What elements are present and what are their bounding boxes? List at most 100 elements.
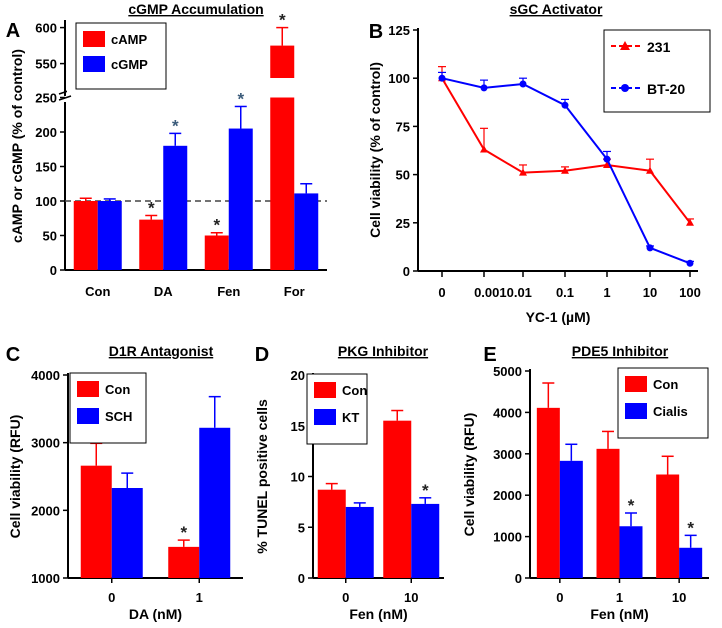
panel-e-y-tick-label: 2000 [493, 488, 522, 503]
panel-b-y-tick-label: 0 [403, 264, 410, 279]
panel-d-x-tick-label: 0 [342, 590, 349, 605]
panel-b-series-231-point [480, 145, 488, 153]
panel-d-y-tick-label: 0 [298, 571, 305, 586]
panel-d-y-tick-label: 20 [291, 368, 305, 383]
panel-b-y-tick-label: 75 [396, 119, 410, 134]
panel-a-bar-camp-da-significance: * [148, 198, 155, 217]
panel-b-x-tick-label: 0.0010.01 [474, 285, 532, 300]
panel-b-series-bt-20-point [519, 80, 527, 88]
panel-d-title: PKG Inhibitor [338, 343, 429, 359]
panel-a-y-tick-label: 50 [43, 229, 57, 244]
panel-a-bar-cgmp-fen-significance: * [237, 89, 244, 108]
panel-a-bar-camp-for-lower [270, 97, 295, 270]
panel-c-label: C [6, 344, 20, 366]
panel-e-x-label: Fen (nM) [590, 606, 648, 622]
panel-e-bar-con-0 [536, 407, 560, 578]
panel-b-y-tick-label: 125 [388, 23, 410, 38]
panel-b-legend-bt-20-label: BT-20 [647, 81, 685, 97]
panel-a-bar-cgmp-fen [228, 128, 253, 270]
panel-e-x-tick-label: 10 [672, 590, 686, 605]
panel-b-series-231-point [603, 160, 611, 168]
panel-a-bar-cgmp-da-significance: * [172, 116, 179, 135]
panel-b-y-tick-label: 100 [388, 71, 410, 86]
panel-b-series-231-point [646, 166, 654, 174]
panel-d-bar-kt-10 [411, 503, 440, 578]
panel-a-legend-label-0: cAMP [111, 32, 147, 47]
panel-d-bar-con-10 [383, 420, 412, 578]
panel-d-legend-label-0: Con [342, 383, 367, 398]
panel-d-legend-label-1: KT [342, 410, 359, 425]
panel-b-series-bt-20-point [438, 74, 446, 82]
panel-d-y-tick-label: 15 [291, 419, 305, 434]
panel-c-x-tick-label: 1 [196, 590, 203, 605]
panel-b-x-tick-label: 0.1 [556, 285, 574, 300]
panel-d-y-tick-label: 10 [291, 470, 305, 485]
panel-a-bar-camp-con [73, 201, 98, 270]
panel-c-y-tick-label: 2000 [31, 503, 60, 518]
panel-a-x-tick-label: DA [154, 284, 173, 299]
panel-a-bar-camp-for-upper [270, 45, 295, 78]
panel-a-bar-cgmp-con [97, 201, 122, 270]
panel-a-title: cGMP Accumulation [128, 1, 263, 17]
panel-e-bar-cialis-10 [679, 547, 703, 578]
panel-a-bar-camp-da [139, 219, 164, 270]
panel-b-title: sGC Activator [510, 1, 603, 17]
panel-c-bar-con-1 [168, 546, 200, 578]
panel-b-legend-231-marker [620, 41, 630, 50]
panel-a-y-tick-label: 0 [50, 263, 57, 278]
panel-c-legend-swatch-1 [77, 408, 99, 424]
panel-d-legend-swatch-1 [314, 409, 336, 425]
panel-b-x-tick-label: 1 [603, 285, 610, 300]
panel-a-bar-cgmp-da [163, 145, 188, 270]
panel-a-bar-camp-fen-significance: * [213, 216, 220, 235]
panel-b-y-tick-label: 25 [396, 216, 410, 231]
panel-d-label: D [255, 344, 269, 366]
panel-c-bar-con-0 [80, 465, 112, 578]
panel-a-bar-cgmp-for [294, 193, 319, 270]
panel-e-legend-swatch-0 [625, 376, 647, 392]
panel-a-bar-camp-for-significance: * [279, 11, 286, 30]
panel-e-y-tick-label: 4000 [493, 405, 522, 420]
panel-a-y-label: cAMP or cGMP (% of control) [9, 49, 25, 243]
panel-a-y-tick-label: 200 [35, 125, 57, 140]
panel-a-y-tick-label: 550 [35, 57, 57, 72]
panel-e-label: E [483, 344, 496, 366]
panel-c-title: D1R Antagonist [109, 343, 214, 359]
panel-e-bar-cialis-10-significance: * [687, 518, 694, 537]
panel-d-legend-swatch-0 [314, 382, 336, 398]
panel-b-series-231-point [561, 166, 569, 174]
panel-b-legend [603, 29, 711, 113]
panel-a-x-tick-label: Fen [217, 284, 240, 299]
panel-a-x-tick-label: For [284, 284, 305, 299]
panel-b-series-231-point [519, 168, 527, 176]
panel-e-y-tick-label: 3000 [493, 447, 522, 462]
panel-e-title: PDE5 Inhibitor [572, 343, 669, 359]
panel-c-legend-label-1: SCH [105, 409, 132, 424]
panel-e-y-label: Cell viability (RFU) [461, 413, 477, 537]
panel-c-x-tick-label: 0 [108, 590, 115, 605]
panel-b-x-tick-label: 10 [643, 285, 657, 300]
panel-a-axis-break-gap [67, 85, 329, 93]
panel-e-bar-cialis-1-significance: * [628, 496, 635, 515]
panel-b-series-bt-20-point [646, 244, 654, 252]
panel-e-legend-swatch-1 [625, 403, 647, 419]
panel-e-x-tick-label: 1 [616, 590, 623, 605]
panel-e-y-tick-label: 5000 [493, 364, 522, 379]
panel-e-legend-label-1: Cialis [653, 404, 688, 419]
panel-a-bar-camp-fen [204, 235, 229, 270]
panel-a-x-tick-label: Con [85, 284, 110, 299]
panel-a-y-tick-label: 250 [35, 91, 57, 106]
panel-b-legend-231-label: 231 [647, 39, 671, 55]
panel-a-legend-swatch-0 [83, 31, 105, 47]
panel-b-series-bt-20-point [480, 84, 488, 92]
panel-e-y-tick-label: 0 [515, 571, 522, 586]
panel-c-y-tick-label: 3000 [31, 436, 60, 451]
panel-c-bar-sch-0 [111, 488, 143, 578]
panel-b-series-231-point [686, 218, 694, 226]
panel-b-series-bt-20-point [561, 101, 569, 109]
panel-c-y-tick-label: 1000 [31, 571, 60, 586]
panel-c-bar-con-1-significance: * [180, 523, 187, 542]
panel-e-bar-con-1 [596, 448, 620, 578]
panel-a-legend-swatch-1 [83, 56, 105, 72]
panel-b-x-tick-label: 100 [679, 285, 701, 300]
